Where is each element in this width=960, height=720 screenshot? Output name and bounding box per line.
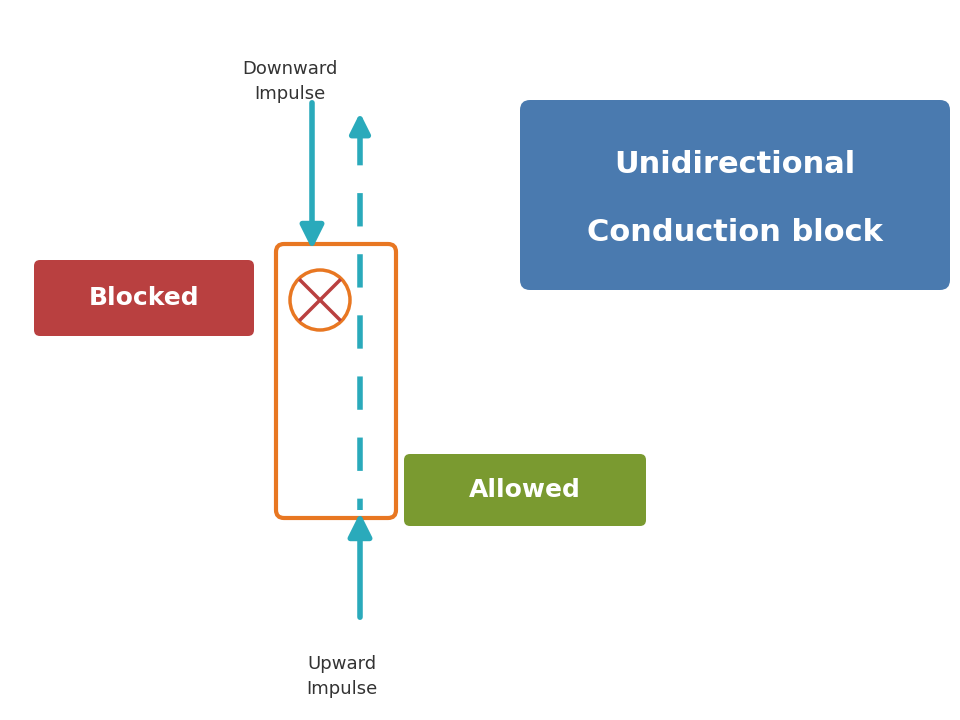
Text: Allowed: Allowed: [469, 478, 581, 502]
Text: Downward
Impulse: Downward Impulse: [242, 60, 338, 103]
Text: Unidirectional: Unidirectional: [614, 150, 855, 179]
FancyBboxPatch shape: [276, 244, 396, 518]
Text: Blocked: Blocked: [88, 286, 200, 310]
Text: Conduction block: Conduction block: [588, 218, 883, 247]
Text: Upward
Impulse: Upward Impulse: [306, 655, 377, 698]
FancyBboxPatch shape: [520, 100, 950, 290]
FancyBboxPatch shape: [34, 260, 254, 336]
FancyBboxPatch shape: [404, 454, 646, 526]
